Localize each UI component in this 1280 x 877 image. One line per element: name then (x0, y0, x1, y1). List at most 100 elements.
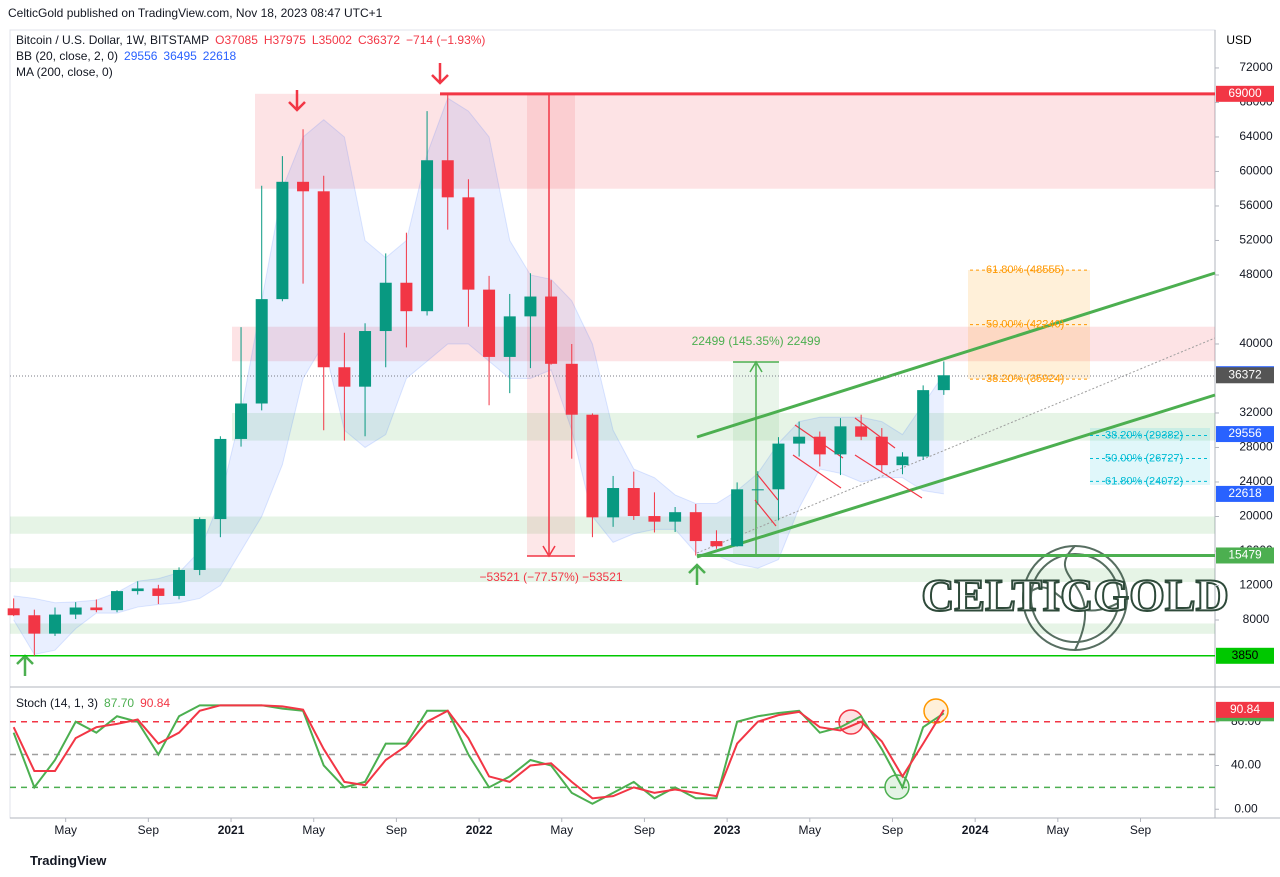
candle-body (297, 181, 310, 192)
candle-body (317, 191, 330, 368)
candle-body (276, 181, 289, 300)
candle-body (90, 607, 103, 611)
y-tick-label: 72000 (1239, 60, 1273, 74)
y-tick-label: 48000 (1239, 267, 1273, 281)
candle-body (524, 296, 537, 317)
fib-label: 61.80% (48555) (986, 264, 1064, 276)
candle-body (917, 390, 930, 457)
y-tick-label: 60000 (1239, 164, 1273, 178)
candle-body (152, 588, 165, 596)
x-tick-label: May (54, 823, 77, 837)
candle-body (421, 160, 434, 312)
x-tick-label: Sep (138, 823, 160, 837)
candle-body (565, 363, 578, 415)
y-tick-label: 24000 (1239, 474, 1273, 488)
candle-body (586, 414, 599, 518)
zone (10, 623, 1215, 634)
candle-body (235, 403, 248, 439)
legend-value: 90.84 (140, 696, 171, 710)
candle-body (772, 443, 785, 490)
x-tick-label: Sep (634, 823, 656, 837)
band-label: 29556 (1228, 426, 1262, 440)
zone (10, 516, 1215, 534)
candle-body (607, 488, 620, 518)
bollinger-fill (13, 98, 944, 655)
fib-label: 50.00% (26727) (1105, 452, 1183, 464)
legend-value: 22618 (202, 49, 237, 63)
candle-body (214, 438, 227, 520)
stoch-line (12, 704, 945, 800)
legend-title: BB (20, close, 2, 0) (16, 49, 119, 63)
level-label-box (1216, 85, 1274, 102)
y-tick-label: 28000 (1239, 440, 1273, 454)
candle-body (255, 299, 268, 404)
candle-body (731, 489, 744, 547)
candle-body (689, 512, 702, 542)
level-label-box (1216, 547, 1274, 564)
legend-value: −714 (−1.93%) (406, 33, 486, 47)
x-tick-label: 2021 (218, 823, 245, 837)
candle-body (359, 331, 372, 387)
measure-label: −53521 (−77.57%) −53521 (479, 570, 622, 584)
zone (10, 568, 1215, 583)
level-label: 3850 (1232, 648, 1259, 662)
candle-body (462, 197, 475, 290)
stoch-label: 90.84 (1230, 702, 1260, 716)
level-label: 15479 (1228, 548, 1262, 562)
y-tick-label: 20000 (1239, 509, 1273, 523)
bollinger-upper (13, 97, 945, 604)
candle-body (751, 489, 764, 491)
y-tick-label: 12000 (1239, 578, 1273, 592)
candle-body (669, 512, 682, 522)
candle-body (111, 591, 124, 611)
zone (232, 326, 1215, 362)
legend-value: O37085 (215, 33, 258, 47)
candle-body (131, 588, 144, 592)
band-label: 22618 (1228, 486, 1262, 500)
legend-value: L35002 (311, 33, 352, 47)
stoch-label-box (1216, 701, 1274, 718)
fib-label: 38.20% (29382) (1105, 429, 1183, 441)
legend-title: Bitcoin / U.S. Dollar, 1W, BITSTAMP (16, 33, 210, 47)
candle-body (793, 436, 806, 444)
band-label-box (1216, 485, 1274, 502)
candle-body (379, 282, 392, 332)
currency: USD (1226, 33, 1252, 47)
legend: Stoch (14, 1, 3) 87.70 90.84 (16, 696, 170, 710)
candle-body (7, 608, 20, 616)
watermark: CELTICGOLD (921, 570, 1229, 621)
measure-label: 22499 (145.35%) 22499 (692, 334, 821, 348)
legend-title: MA (200, close, 0) (16, 65, 113, 79)
x-tick-label: Sep (386, 823, 408, 837)
candle-body (483, 289, 496, 357)
x-tick-label: 2022 (466, 823, 493, 837)
x-tick-label: Sep (882, 823, 904, 837)
candle-body (627, 488, 640, 517)
bollinger-lower (13, 342, 944, 656)
candle-body (69, 607, 82, 615)
x-tick-label: 2023 (714, 823, 741, 837)
candle-body (173, 569, 186, 596)
candle-body (855, 426, 868, 437)
candle-body (503, 316, 516, 357)
channel-line (696, 393, 1216, 559)
candle-body (338, 367, 351, 387)
band-label-box (1216, 426, 1274, 443)
candle-body (710, 541, 723, 547)
candle-body (813, 436, 826, 455)
fib-label: 38.20% (35924) (986, 373, 1064, 385)
legend: Bitcoin / U.S. Dollar, 1W, BITSTAMP O3708… (16, 33, 485, 47)
zone (255, 93, 1215, 189)
y-tick-label: 40.00 (1231, 758, 1261, 772)
stoch-line (12, 704, 945, 805)
candle-body (400, 282, 413, 312)
x-tick-label: May (798, 823, 821, 837)
level-label: 69000 (1228, 86, 1262, 100)
legend-value: 87.70 (104, 696, 135, 710)
x-tick-label: May (550, 823, 573, 837)
x-tick-label: Sep (1130, 823, 1152, 837)
candle-body (441, 160, 454, 198)
legend: BB (20, close, 2, 0) 29556 36495 22618 (16, 49, 236, 63)
channel-line (696, 271, 1216, 439)
